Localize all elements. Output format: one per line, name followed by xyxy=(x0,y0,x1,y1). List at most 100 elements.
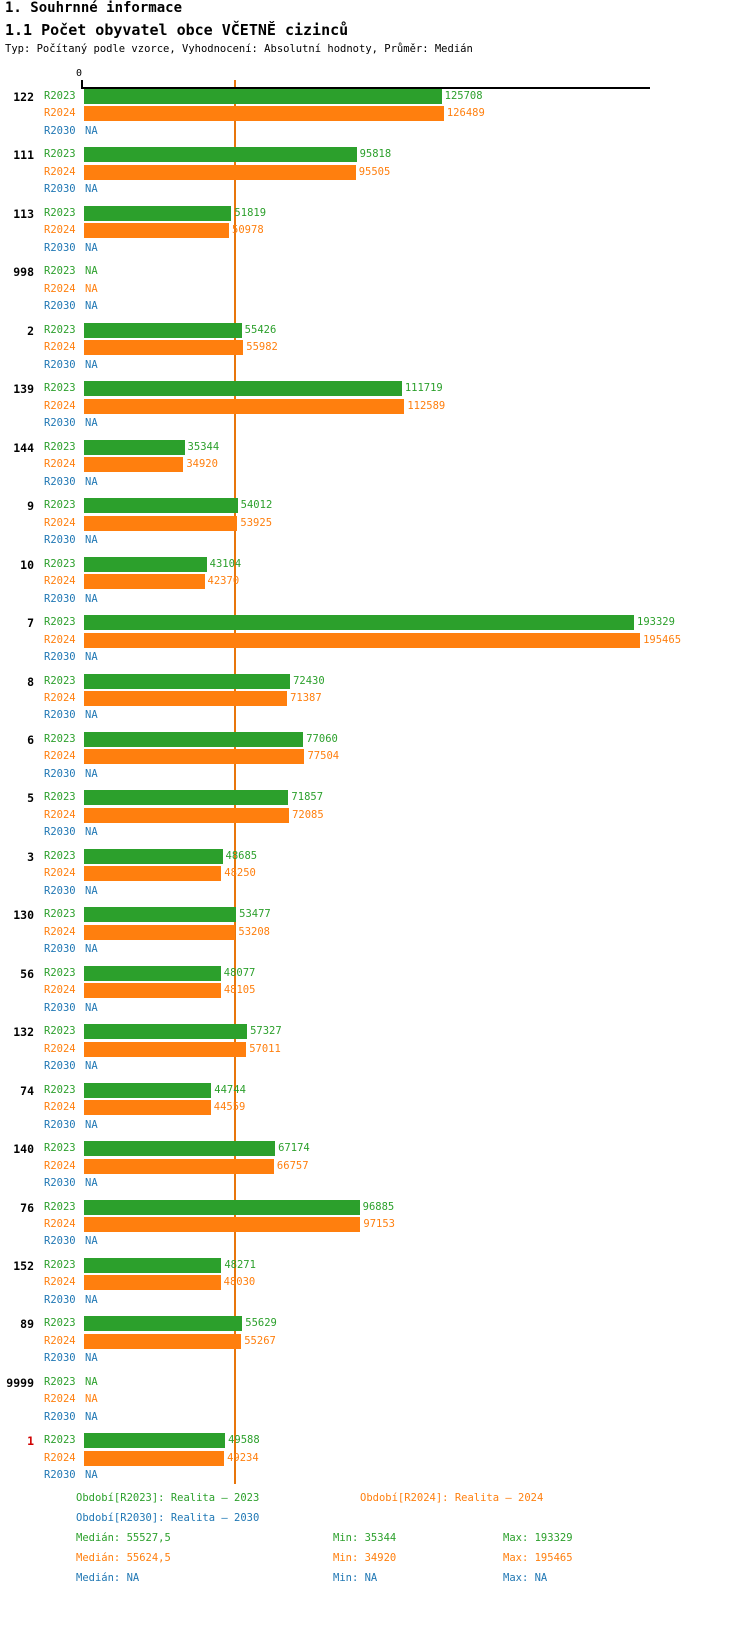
series-label: R2023 xyxy=(44,557,76,570)
group-label: 5 xyxy=(27,791,34,806)
bar xyxy=(84,615,635,631)
bar-value-label: 49234 xyxy=(227,1451,259,1464)
legend-period-2024: Období[R2024]: Realita – 2024 xyxy=(360,1492,544,1504)
chart-row: R2024 71387 xyxy=(0,690,750,708)
bar-value-label: 125708 xyxy=(444,90,483,102)
group-label: 9999 xyxy=(6,1375,34,1390)
series-label: R2024 xyxy=(44,691,76,704)
chart-row: R2023 53477 xyxy=(0,906,750,924)
bar xyxy=(84,1024,248,1040)
bar xyxy=(84,1275,221,1291)
series-label: R2023 xyxy=(44,732,76,745)
bar xyxy=(84,498,238,514)
bar-value-label: 43104 xyxy=(209,557,242,570)
series-label: R2024 xyxy=(44,1101,76,1114)
chart-row: R2024 72085 xyxy=(0,807,750,825)
bar-value-label: 195465 xyxy=(643,633,682,646)
bar xyxy=(84,1316,243,1332)
chart-row: R2024 49234 xyxy=(0,1450,750,1468)
bar-value-label: 53208 xyxy=(238,925,270,938)
chart-group: 5 R2023 71857 R2024 72085 R2030 NA xyxy=(0,789,750,847)
bar-value-label: 53477 xyxy=(239,908,271,921)
chart-row: R2024 55982 xyxy=(0,339,750,357)
bar xyxy=(84,1082,212,1098)
bar xyxy=(84,322,242,338)
chart-row: R2024 34920 xyxy=(0,456,750,474)
bar-value-label: 51819 xyxy=(234,206,267,219)
chart-row: R2023 NA xyxy=(0,1374,750,1392)
bar xyxy=(84,574,205,590)
na-value: NA xyxy=(85,124,98,137)
bar xyxy=(84,807,290,823)
chart-row: R2030 NA xyxy=(0,415,750,433)
series-label: R2030 xyxy=(44,1235,76,1248)
series-label: R2023 xyxy=(44,791,76,804)
chart-row: R2024 44559 xyxy=(0,1099,750,1117)
chart-group: 139 R2023 111719 R2024 112589 R2030 NA xyxy=(0,380,750,438)
na-value: NA xyxy=(85,1410,98,1423)
chart-row: R2024 97153 xyxy=(0,1216,750,1234)
bar xyxy=(84,1100,211,1116)
series-label: R2030 xyxy=(44,1469,76,1482)
bar-value-label: 55267 xyxy=(244,1334,276,1347)
chart-group: 130 R2023 53477 R2024 53208 R2030 NA xyxy=(0,906,750,964)
na-value: NA xyxy=(85,884,98,897)
chart-group: 111 R2023 95818 R2024 95505 R2030 NA xyxy=(0,146,750,204)
chart-row: R2023 54012 xyxy=(0,497,750,515)
bar xyxy=(84,632,641,648)
chart-row: R2030 NA xyxy=(0,1233,750,1251)
bar xyxy=(84,673,291,689)
bar-value-label: 96885 xyxy=(362,1200,395,1213)
series-label: R2023 xyxy=(44,206,76,219)
x-axis-zero-label: 0 xyxy=(76,68,83,79)
na-value: NA xyxy=(85,534,98,547)
bar-value-label: 193329 xyxy=(637,616,675,629)
na-value: NA xyxy=(85,475,98,488)
bar-value-label: 48685 xyxy=(225,849,258,862)
chart-group: 56 R2023 48077 R2024 48105 R2030 NA xyxy=(0,965,750,1023)
chart-group: 8 R2023 72430 R2024 71387 R2030 NA xyxy=(0,673,750,731)
chart-group: 140 R2023 67174 R2024 66757 R2030 NA xyxy=(0,1140,750,1198)
bar xyxy=(84,866,222,882)
bar-chart: 0 122 R2023 125708 R2024 126489 R2030 NA 111 R20… xyxy=(0,68,750,1484)
stat-max-2023: Max: 193329 xyxy=(503,1532,573,1544)
chart-top-axis-line xyxy=(82,87,650,89)
bar xyxy=(84,556,207,572)
bar xyxy=(84,848,223,864)
median-reference-line xyxy=(234,80,236,1484)
bar xyxy=(84,381,402,397)
chart-row: R2030 NA xyxy=(0,532,750,550)
na-value: NA xyxy=(85,1393,98,1406)
series-label: R2023 xyxy=(44,849,76,862)
chart-row: R2030 NA xyxy=(0,1292,750,1310)
series-label: R2024 xyxy=(44,107,76,120)
bar xyxy=(84,983,221,999)
group-label: 139 xyxy=(13,382,34,397)
bar-value-label: 48271 xyxy=(224,1259,256,1271)
chart-row: R2024 95505 xyxy=(0,164,750,182)
bar xyxy=(84,690,288,706)
stat-median-2024: Medián: 55624,5 xyxy=(76,1552,171,1564)
chart-row: R2024 112589 xyxy=(0,398,750,416)
group-label: 998 xyxy=(13,265,34,280)
series-label: R2030 xyxy=(44,1001,76,1014)
bar-value-label: 72085 xyxy=(292,808,324,821)
bar xyxy=(84,1141,276,1157)
chart-group: 7 R2023 193329 R2024 195465 R2030 NA xyxy=(0,614,750,672)
series-label: R2023 xyxy=(44,966,76,979)
chart-row: R2030 NA xyxy=(0,649,750,667)
bar-value-label: 95818 xyxy=(359,148,392,161)
chart-row: R2024 NA xyxy=(0,281,750,299)
bar-value-label: 67174 xyxy=(278,1142,310,1155)
series-label: R2023 xyxy=(44,440,76,453)
chart-row: R2024 53925 xyxy=(0,515,750,533)
bar-value-label: 55982 xyxy=(246,341,278,354)
series-label: R2024 xyxy=(44,1159,76,1172)
series-label: R2030 xyxy=(44,1293,76,1306)
chart-row: R2030 NA xyxy=(0,1058,750,1076)
bar xyxy=(84,731,304,747)
series-label: R2030 xyxy=(44,1177,76,1190)
chart-group: 89 R2023 55629 R2024 55267 R2030 NA xyxy=(0,1315,750,1373)
series-label: R2030 xyxy=(44,592,76,605)
chart-row: R2030 NA xyxy=(0,1117,750,1135)
